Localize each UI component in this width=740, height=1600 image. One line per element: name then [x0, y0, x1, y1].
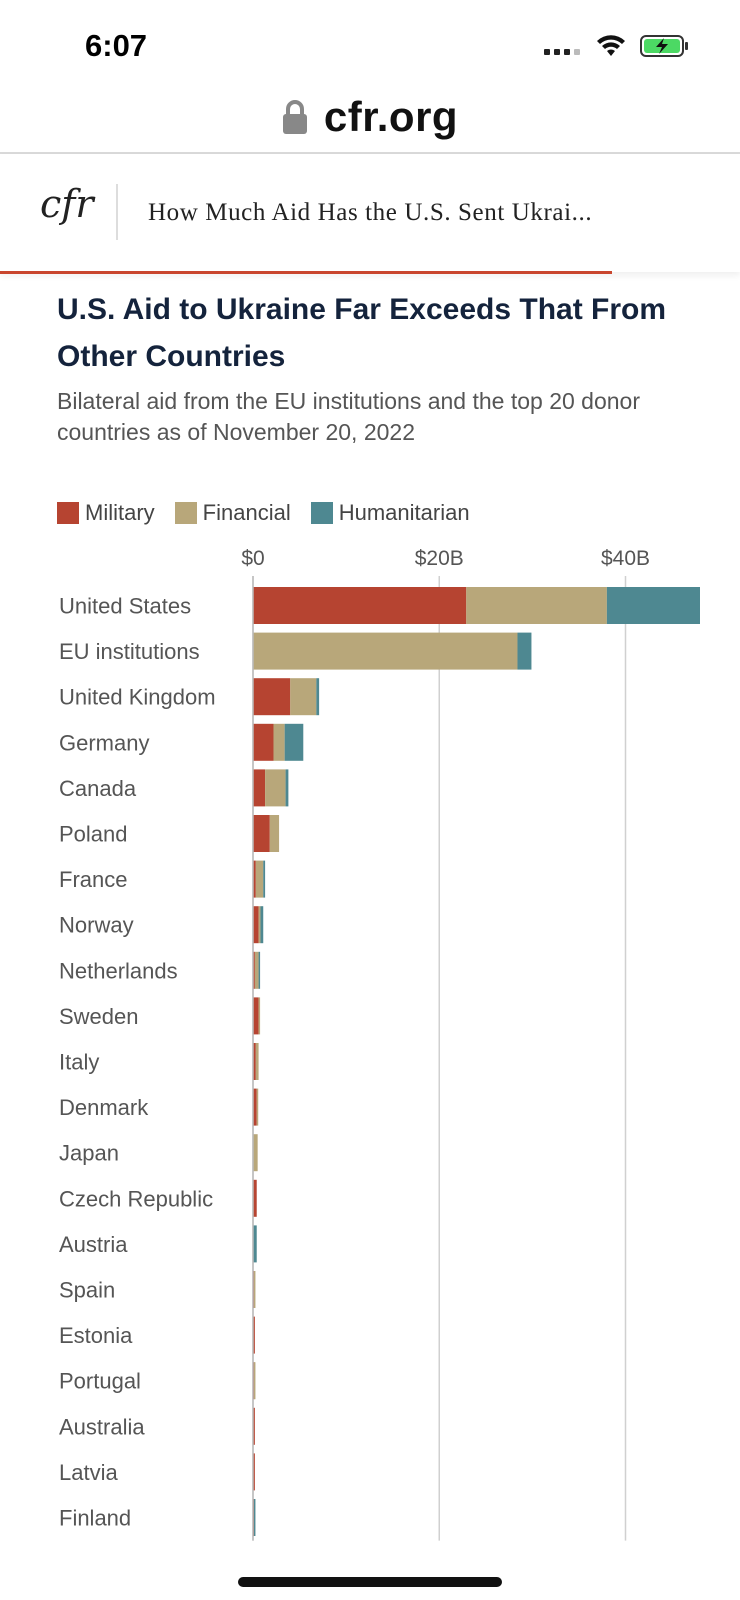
bar-financial[interactable]	[258, 906, 261, 944]
category-label: Poland	[59, 822, 128, 847]
legend-label-humanitarian: Humanitarian	[338, 500, 470, 525]
bar-financial[interactable]	[269, 815, 280, 852]
bar-humanitarian[interactable]	[263, 860, 266, 898]
bar-humanitarian[interactable]	[517, 632, 532, 670]
category-label: Canada	[59, 776, 137, 801]
status-time: 6:07	[85, 28, 148, 63]
bar-military[interactable]	[253, 1088, 257, 1126]
category-label: United Kingdom	[59, 685, 216, 710]
home-indicator	[238, 1577, 502, 1587]
lock-icon	[282, 100, 307, 134]
category-label: United States	[59, 594, 191, 619]
category-label: Italy	[59, 1050, 99, 1075]
bar-financial[interactable]	[466, 587, 607, 624]
bar-financial[interactable]	[265, 769, 286, 807]
cfr-logo[interactable]: cfr	[40, 182, 94, 226]
category-label: Latvia	[59, 1460, 118, 1485]
bar-military[interactable]	[253, 769, 266, 807]
divider	[0, 152, 740, 154]
bar-financial[interactable]	[254, 951, 259, 989]
category-label: Australia	[59, 1414, 145, 1439]
chart-title: U.S. Aid to Ukraine Far Exceeds That Fro…	[57, 293, 667, 373]
legend-label-financial: Financial	[202, 500, 291, 525]
bar-financial[interactable]	[256, 1088, 259, 1126]
bar-financial[interactable]	[273, 723, 285, 761]
legend-label-military: Military	[85, 500, 155, 525]
bar-military[interactable]	[253, 723, 274, 761]
bar-financial[interactable]	[253, 632, 518, 670]
bar-humanitarian[interactable]	[284, 723, 304, 761]
bar-humanitarian[interactable]	[606, 587, 700, 624]
chart-legend: Military Financial Humanitarian	[57, 500, 470, 526]
url-text: cfr.org	[323, 93, 459, 140]
category-label: Spain	[59, 1278, 115, 1303]
legend-swatch-military	[57, 502, 79, 524]
bar-humanitarian[interactable]	[285, 769, 289, 807]
bar-military[interactable]	[253, 951, 255, 989]
category-label: France	[59, 867, 127, 892]
bar-financial[interactable]	[253, 1134, 258, 1172]
category-label: Netherlands	[59, 958, 178, 983]
bar-military[interactable]	[253, 815, 270, 852]
bar-humanitarian[interactable]	[316, 678, 320, 716]
category-label: Germany	[59, 730, 149, 755]
bar-military[interactable]	[253, 1316, 255, 1354]
wifi-icon	[597, 35, 625, 56]
bar-humanitarian[interactable]	[258, 951, 261, 989]
bar-military[interactable]	[253, 997, 259, 1035]
category-label: Norway	[59, 913, 134, 938]
bar-humanitarian[interactable]	[253, 1499, 256, 1536]
chart-subtitle: Bilateral aid from the EU institutions a…	[57, 388, 641, 445]
bar-financial[interactable]	[255, 860, 264, 898]
bar-military[interactable]	[253, 587, 467, 624]
stacked-bar-chart: $0 $20B $40B United States EU institutions Un…	[59, 547, 700, 1541]
address-bar[interactable]: cfr.org	[0, 82, 740, 152]
bar-financial[interactable]	[253, 1362, 256, 1400]
legend-item-humanitarian: Humanitarian	[310, 500, 470, 526]
category-label: Japan	[59, 1141, 119, 1166]
category-label: Finland	[59, 1506, 131, 1531]
legend-swatch-financial	[174, 502, 197, 524]
x-tick-label: $20B	[415, 547, 464, 570]
status-bar: 6:07	[0, 0, 740, 80]
bar-financial[interactable]	[253, 1271, 256, 1308]
bar-military[interactable]	[253, 1179, 257, 1217]
status-icons	[544, 34, 690, 58]
category-label: Portugal	[59, 1369, 141, 1394]
legend-item-military: Military	[57, 500, 155, 526]
bar-humanitarian[interactable]	[253, 1225, 257, 1263]
bar-financial[interactable]	[258, 997, 261, 1035]
category-label: Sweden	[59, 1004, 139, 1029]
article-title: How Much Aid Has the U.S. Sent Ukrai...	[148, 199, 593, 226]
site-header: cfr How Much Aid Has the U.S. Sent Ukrai…	[0, 154, 740, 272]
x-tick-label: $0	[241, 547, 264, 570]
category-label: Denmark	[59, 1095, 149, 1120]
category-label: Austria	[59, 1232, 128, 1257]
bar-military[interactable]	[253, 678, 291, 716]
reading-progress-bar	[0, 271, 612, 274]
header-divider	[116, 184, 118, 240]
cellular-signal-icon	[544, 35, 582, 57]
bar-military[interactable]	[253, 1453, 255, 1491]
bar-financial[interactable]	[290, 678, 317, 716]
category-label: Czech Republic	[59, 1186, 213, 1211]
category-label: Estonia	[59, 1323, 133, 1348]
bar-military[interactable]	[253, 1043, 256, 1080]
bar-military[interactable]	[253, 906, 259, 944]
legend-swatch-humanitarian	[310, 502, 333, 524]
bar-humanitarian[interactable]	[260, 906, 264, 944]
legend-item-financial: Financial	[174, 500, 291, 526]
category-label: EU institutions	[59, 639, 200, 664]
x-tick-label: $40B	[601, 547, 650, 570]
battery-charging-icon	[640, 35, 688, 57]
bar-military[interactable]	[253, 860, 256, 898]
bar-financial[interactable]	[255, 1043, 259, 1080]
bar-military[interactable]	[253, 1407, 255, 1445]
